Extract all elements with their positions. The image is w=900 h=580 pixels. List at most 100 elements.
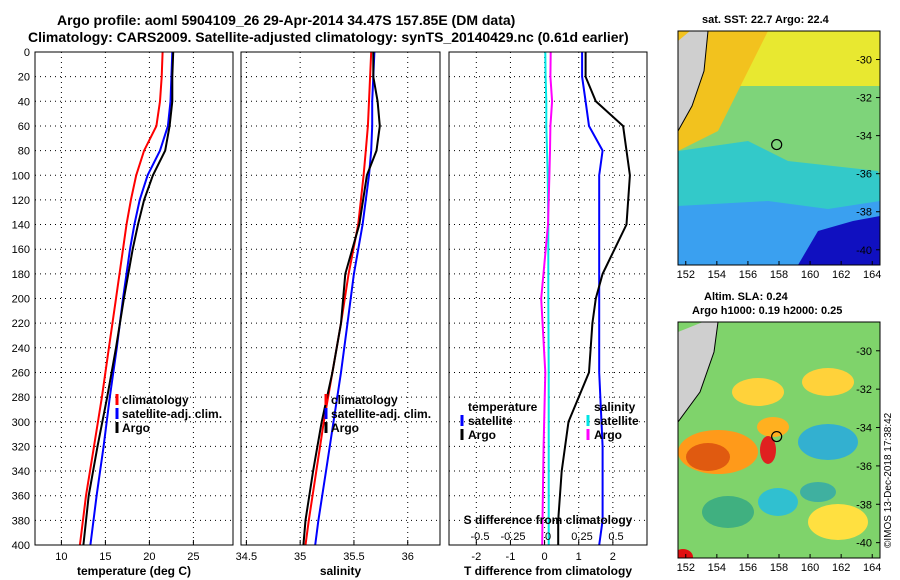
s-tick-label: 0.5	[608, 531, 623, 543]
legend-label: satellite-adj. clim.	[331, 407, 431, 421]
lon-tick-label: 158	[770, 269, 788, 281]
y-tick-label: 140	[12, 220, 30, 232]
legend-title-salinity: salinity	[594, 400, 636, 414]
s-tick-label: -0.25	[500, 531, 525, 543]
s-tick-label: -0.5	[471, 531, 490, 543]
sla-anomaly	[760, 436, 776, 464]
y-tick-label: 100	[12, 170, 30, 182]
series-line-temperature-satellite	[581, 52, 604, 546]
series-line-satellite-adj-clim-	[89, 51, 174, 546]
lat-tick-label: -36	[856, 461, 872, 473]
legend-label: Argo	[331, 421, 359, 435]
y-tick-label: 240	[12, 343, 30, 355]
sla-anomaly	[800, 482, 836, 502]
s-tick-label: 0	[545, 531, 551, 543]
y-tick-label: 300	[12, 417, 30, 429]
x-tick-label: 34.5	[236, 551, 257, 563]
panel-0	[34, 51, 234, 546]
sla-anomaly	[798, 424, 858, 460]
lat-tick-label: -30	[856, 55, 872, 67]
lat-tick-label: -30	[856, 346, 872, 358]
sla-anomaly	[808, 504, 868, 540]
y-tick-label: 80	[18, 146, 30, 158]
y-tick-label: 60	[18, 121, 30, 133]
legend-label: climatology	[122, 393, 189, 407]
lat-tick-label: -32	[856, 93, 872, 105]
lat-tick-label: -38	[856, 499, 872, 511]
sla-anomaly	[686, 443, 730, 471]
s-tick-label: 0.25	[571, 531, 592, 543]
sla-anomaly	[678, 549, 693, 558]
x-tick-label: 10	[55, 551, 67, 563]
sla-anomaly	[732, 378, 784, 406]
y-tick-label: 400	[12, 540, 30, 552]
sst-map-field	[678, 31, 880, 265]
sla-map	[677, 321, 881, 559]
series-line-salinity-satellite	[544, 51, 550, 545]
lon-tick-label: 162	[832, 269, 850, 281]
series-line-climatology	[304, 51, 373, 546]
x-tick-label: -1	[506, 551, 516, 563]
legend-label: satellite	[594, 414, 639, 428]
lat-tick-label: -34	[856, 423, 872, 435]
legend-label: climatology	[331, 393, 398, 407]
lat-tick-label: -32	[856, 384, 872, 396]
x-axis-label: salinity	[320, 564, 362, 578]
panel-2	[448, 51, 648, 546]
legend-label: satellite-adj. clim.	[122, 407, 222, 421]
legend-label: satellite	[468, 414, 513, 428]
sla-anomaly	[758, 488, 798, 516]
lon-tick-label: 160	[801, 562, 819, 574]
y-tick-label: 320	[12, 441, 30, 453]
argo-position-marker	[771, 430, 783, 443]
y-tick-label: 220	[12, 318, 30, 330]
y-tick-label: 280	[12, 392, 30, 404]
series-line-satellite-adj-clim-	[314, 51, 376, 546]
argo-position-marker	[771, 138, 783, 151]
lon-tick-label: 164	[863, 562, 881, 574]
land-mass	[678, 322, 718, 422]
plot-frame	[240, 51, 441, 546]
legend-title-temperature: temperature	[468, 400, 538, 414]
lat-tick-label: -38	[856, 207, 872, 219]
sla-anomaly	[802, 368, 854, 396]
x-axis-label: temperature (deg C)	[77, 564, 191, 578]
sst-coldest-zone	[798, 216, 880, 265]
lon-tick-label: 154	[708, 562, 726, 574]
sst-map	[677, 30, 881, 266]
y-tick-label: 200	[12, 294, 30, 306]
x-tick-label: 15	[99, 551, 111, 563]
lon-tick-label: 160	[801, 269, 819, 281]
x-tick-label: 36	[402, 551, 414, 563]
y-tick-label: 360	[12, 491, 30, 503]
series-line-salinity-argo	[540, 51, 554, 546]
sla-map-title-line2: Argo h1000: 0.19 h2000: 0.25	[692, 305, 843, 317]
y-tick-label: 380	[12, 515, 30, 527]
x-tick-label: -2	[471, 551, 481, 563]
lon-tick-label: 162	[832, 562, 850, 574]
x-tick-label: 35.5	[343, 551, 364, 563]
x-tick-label: 20	[143, 551, 155, 563]
sla-map-field	[678, 322, 880, 558]
lat-tick-label: -40	[856, 538, 872, 550]
legend-label: Argo	[122, 421, 150, 435]
series-line-climatology	[78, 51, 164, 546]
lon-tick-label: 154	[708, 269, 726, 281]
sst-map-title: sat. SST: 22.7 Argo: 22.4	[702, 14, 829, 26]
lon-tick-label: 152	[677, 269, 695, 281]
series-line-argo	[82, 51, 175, 546]
x-tick-label: 2	[610, 551, 616, 563]
x-tick-label: 35	[294, 551, 306, 563]
lat-tick-label: -40	[856, 245, 872, 257]
lon-tick-label: 158	[770, 562, 788, 574]
sla-map-title-line1: Altim. SLA: 0.24	[704, 291, 788, 303]
coastline	[678, 322, 719, 423]
legend-label: Argo	[594, 428, 622, 442]
lon-tick-label: 152	[677, 562, 695, 574]
plot-title-line1: Argo profile: aoml 5904109_26 29-Apr-201…	[57, 12, 516, 28]
y-tick-label: 0	[24, 47, 30, 59]
x-tick-label: 0	[542, 551, 548, 563]
x-axis-label: T difference from climatology	[464, 564, 632, 578]
coastline	[678, 31, 709, 132]
